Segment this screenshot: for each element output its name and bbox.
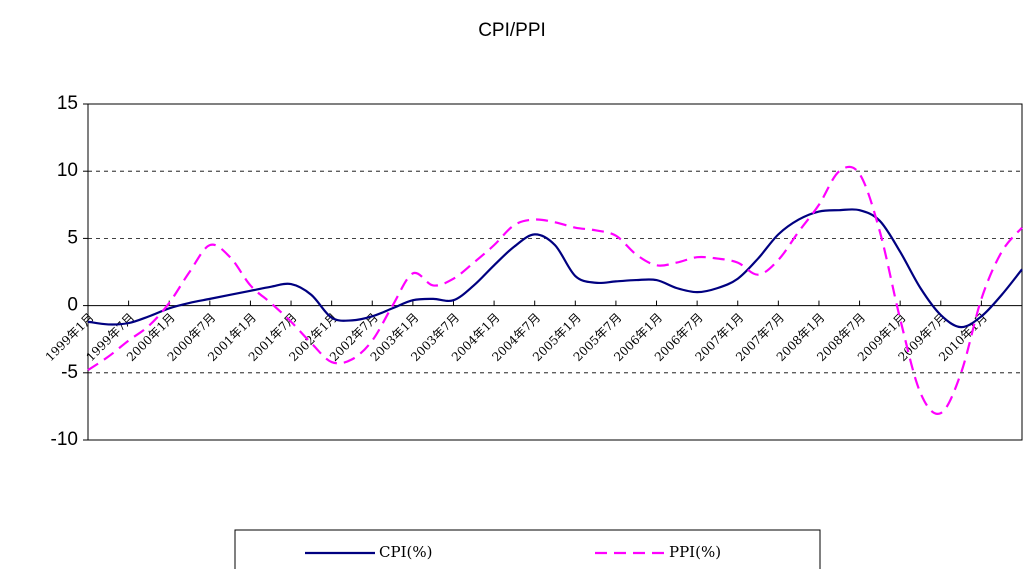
y-tick-label: 5: [67, 227, 78, 248]
y-tick-label: -10: [51, 429, 78, 450]
plot-frame: [87, 103, 1023, 441]
y-tick-label: 15: [57, 93, 78, 114]
line: [87, 208, 1023, 329]
legend-box: [234, 529, 821, 574]
line: [87, 165, 1023, 415]
legend-label: CPI(%): [379, 543, 432, 561]
y-tick-label: 10: [57, 160, 78, 181]
y-tick-label: 0: [67, 295, 78, 316]
y-tick-label: -5: [61, 362, 78, 383]
chart-title: CPI/PPI: [478, 20, 546, 41]
legend-label: PPI(%): [669, 543, 721, 561]
